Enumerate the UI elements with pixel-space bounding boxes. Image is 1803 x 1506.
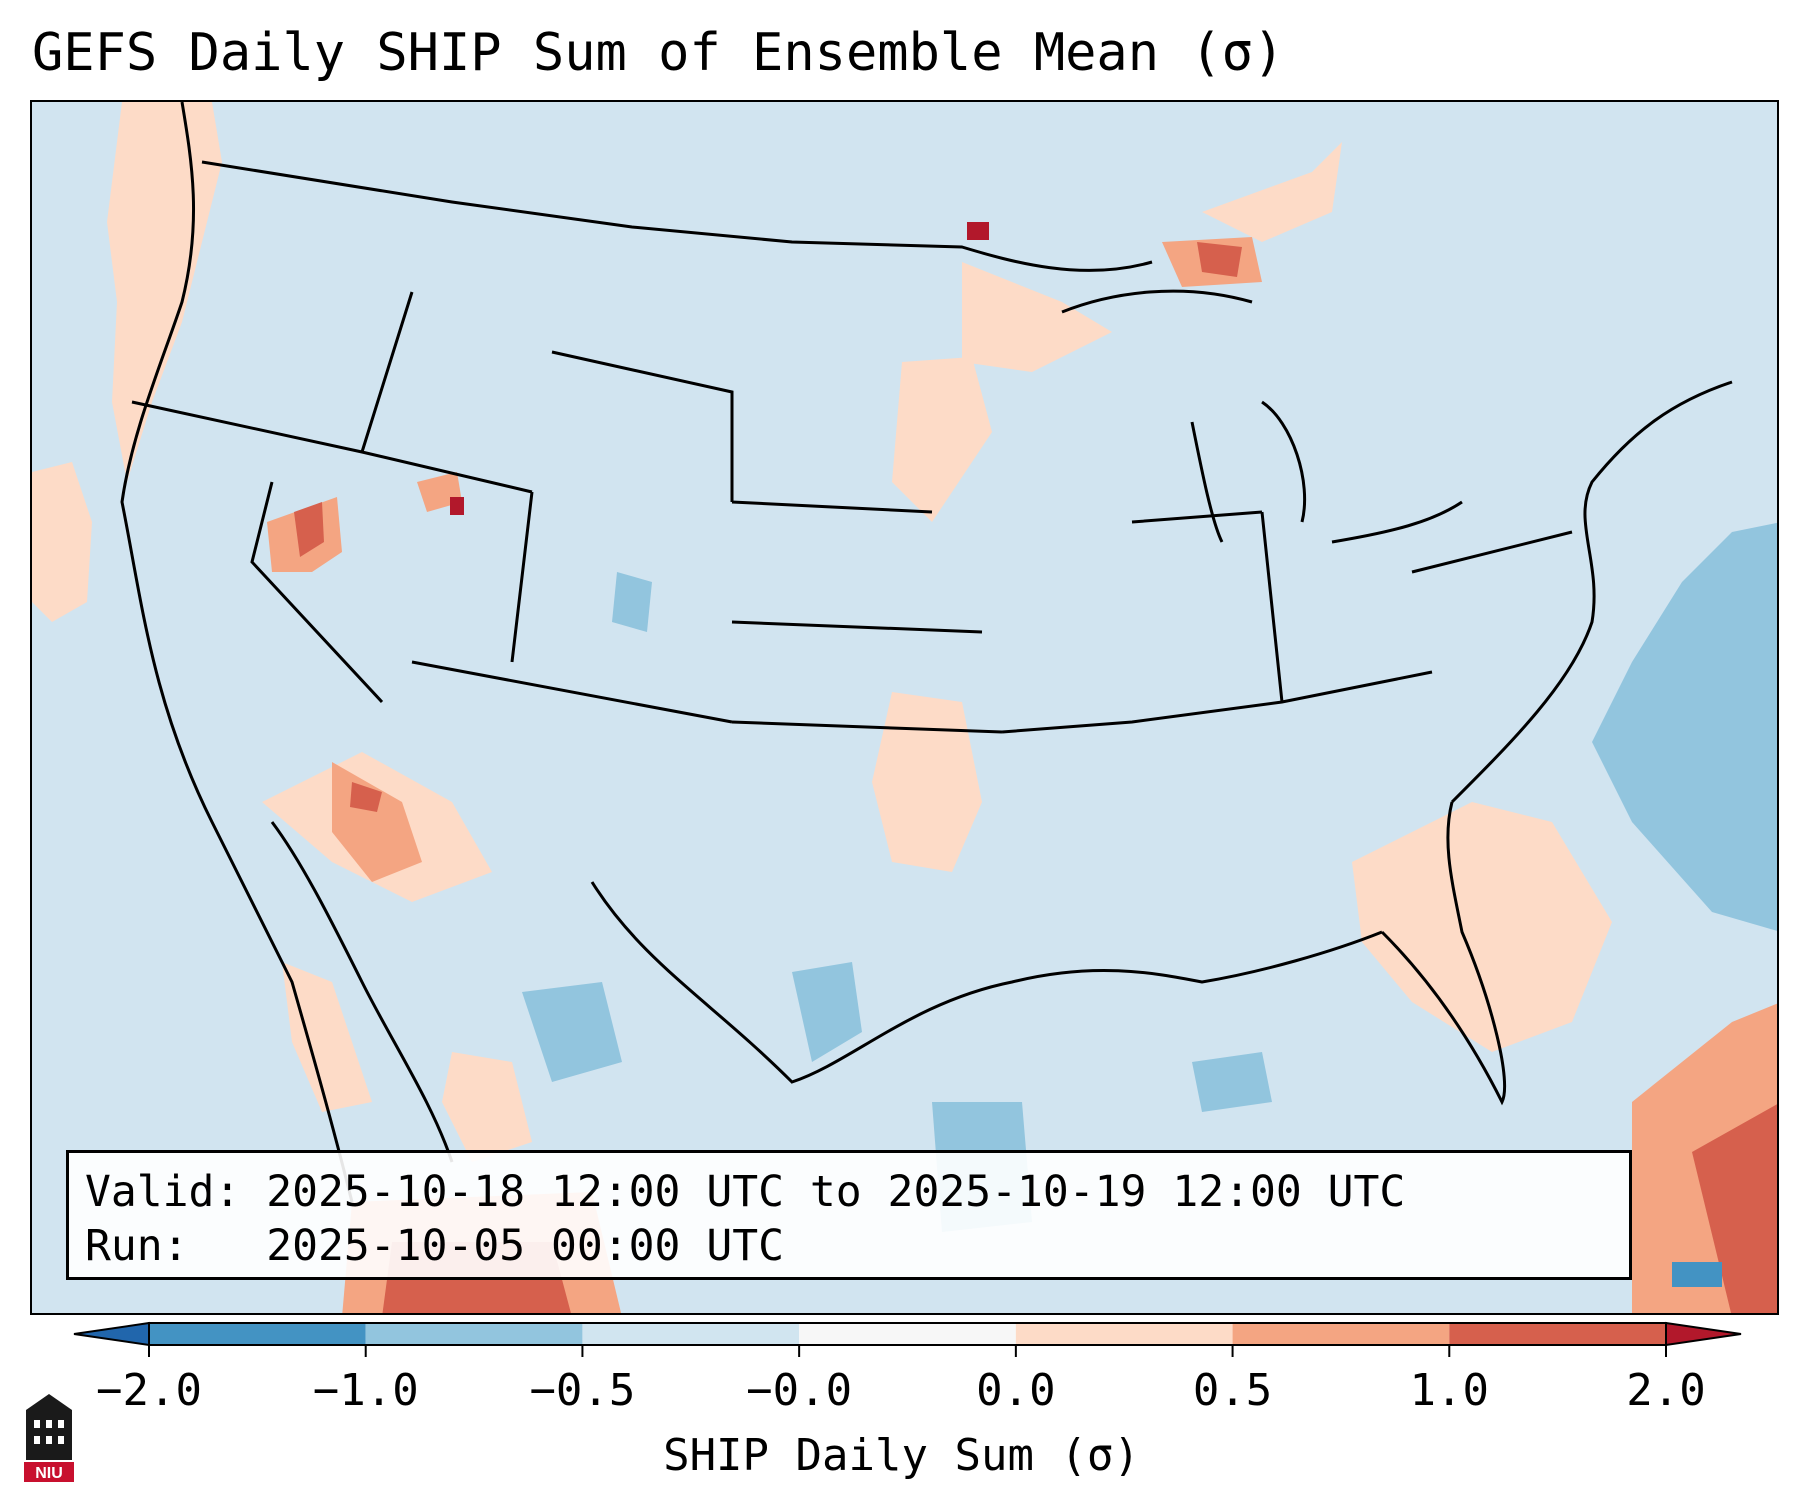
colorbar-ticks: −2.0 −1.0 −0.5 −0.0 0.0 0.5 1.0 2.0 xyxy=(96,1345,1706,1416)
pacific-coastline xyxy=(120,102,354,1203)
anomaly-patch-atlantic xyxy=(1592,522,1777,931)
map-boundaries xyxy=(120,102,1733,1203)
colorbar-tick-label: 0.5 xyxy=(1193,1365,1272,1416)
colorbar-extend-max xyxy=(1665,1321,1742,1347)
colorbar-bin xyxy=(582,1323,800,1345)
colorbar-tick-label: −1.0 xyxy=(313,1365,419,1416)
anomaly-patch-gulf xyxy=(1192,1052,1272,1112)
state-line-west xyxy=(131,291,733,724)
anomaly-patch-lake-superior-core xyxy=(1197,242,1242,277)
run-label: Run: xyxy=(85,1221,189,1271)
colorbar-tick-label: −0.0 xyxy=(746,1365,852,1416)
colorbar-tick-label: −2.0 xyxy=(96,1365,202,1416)
baja-coastline xyxy=(270,821,454,1163)
valid-run-info-box: Valid: 2025-10-18 12:00 UTC to 2025-10-1… xyxy=(66,1150,1632,1280)
anomaly-patch-ontario xyxy=(1202,142,1342,242)
anomaly-patch-pacific-offshore xyxy=(32,462,92,622)
state-line-central xyxy=(510,350,1003,734)
colorbar-extend-min xyxy=(73,1321,150,1347)
anomaly-patch-gulf-west xyxy=(442,1052,532,1162)
atlantic-coastline xyxy=(1450,380,1733,804)
colorbar: −2.0 −1.0 −0.5 −0.0 0.0 0.5 1.0 2.0 xyxy=(73,1321,1742,1416)
anomaly-patch-nevada-core xyxy=(294,502,324,557)
anomaly-patches-positive xyxy=(32,102,1777,1313)
anomaly-patch-minnesota-core xyxy=(967,222,989,240)
niu-logo-icon: NIU xyxy=(24,1394,74,1482)
map-panel xyxy=(30,100,1779,1315)
anomaly-patch-oklahoma xyxy=(872,692,982,872)
colorbar-outline xyxy=(148,1322,1667,1346)
valid-value: 2025-10-18 12:00 UTC to 2025-10-19 12:00… xyxy=(266,1167,1406,1217)
state-line-east xyxy=(1001,510,1573,734)
gulf-coastline xyxy=(590,881,1383,1084)
colorbar-tick-label: 2.0 xyxy=(1626,1365,1705,1416)
anomaly-patch-texas xyxy=(792,962,862,1062)
anomaly-patch-dakota xyxy=(892,357,992,522)
logo-text: NIU xyxy=(35,1465,63,1482)
colorbar-bin xyxy=(365,1323,583,1345)
valid-label: Valid: xyxy=(85,1167,241,1217)
colorbar-bins xyxy=(73,1321,1742,1347)
canada-border xyxy=(201,160,1153,272)
anomaly-patch-utah-core xyxy=(450,497,464,515)
anomaly-patch-caribbean-core xyxy=(1692,1104,1777,1313)
anomaly-patch-mexico-north xyxy=(522,982,622,1082)
colorbar-bin xyxy=(149,1323,366,1345)
anomaly-patch-colorado xyxy=(612,572,652,632)
colorbar-tick-label: 0.0 xyxy=(976,1365,1055,1416)
anomaly-patch-cuba xyxy=(1672,1262,1722,1287)
anomaly-patch-florida xyxy=(1352,802,1612,1052)
colorbar-tick-label: 1.0 xyxy=(1410,1365,1489,1416)
colorbar-bin xyxy=(1449,1323,1666,1345)
colorbar-bin xyxy=(1232,1323,1450,1345)
run-value: 2025-10-05 00:00 UTC xyxy=(266,1221,784,1271)
page-title: GEFS Daily SHIP Sum of Ensemble Mean (σ) xyxy=(32,23,1285,83)
anomaly-patch-baja xyxy=(282,962,372,1112)
colorbar-tick-label: −0.5 xyxy=(529,1365,635,1416)
anomaly-patch-minnesota xyxy=(962,262,1112,372)
colorbar-bin xyxy=(799,1323,1016,1345)
anomaly-patch-pacific-northwest xyxy=(107,102,222,482)
great-lakes xyxy=(1061,289,1463,544)
florida-coastline xyxy=(1380,801,1507,1106)
anomaly-patch-arizona-hot xyxy=(350,782,382,812)
colorbar-bin xyxy=(1015,1323,1233,1345)
colorbar-label: SHIP Daily Sum (σ) xyxy=(663,1430,1140,1481)
map-canvas xyxy=(32,102,1777,1313)
